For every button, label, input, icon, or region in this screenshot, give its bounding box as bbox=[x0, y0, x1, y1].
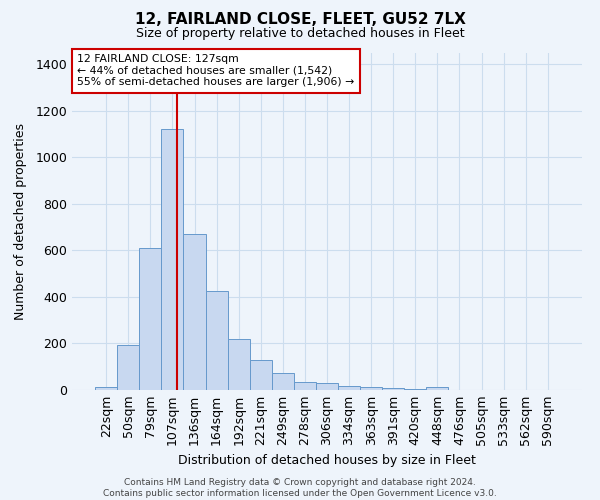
Bar bbox=[117, 344, 139, 390]
Bar bbox=[161, 130, 184, 390]
Bar bbox=[206, 291, 227, 390]
Bar bbox=[250, 360, 272, 390]
Bar bbox=[294, 382, 316, 390]
Bar bbox=[95, 386, 117, 390]
Text: Size of property relative to detached houses in Fleet: Size of property relative to detached ho… bbox=[136, 28, 464, 40]
Text: 12, FAIRLAND CLOSE, FLEET, GU52 7LX: 12, FAIRLAND CLOSE, FLEET, GU52 7LX bbox=[134, 12, 466, 28]
Bar bbox=[360, 387, 382, 390]
Bar bbox=[404, 389, 427, 390]
Bar bbox=[338, 386, 360, 390]
Text: 12 FAIRLAND CLOSE: 127sqm
← 44% of detached houses are smaller (1,542)
55% of se: 12 FAIRLAND CLOSE: 127sqm ← 44% of detac… bbox=[77, 54, 355, 88]
Bar bbox=[272, 372, 294, 390]
Bar bbox=[139, 248, 161, 390]
Bar bbox=[427, 387, 448, 390]
Bar bbox=[227, 339, 250, 390]
X-axis label: Distribution of detached houses by size in Fleet: Distribution of detached houses by size … bbox=[178, 454, 476, 467]
Y-axis label: Number of detached properties: Number of detached properties bbox=[14, 122, 27, 320]
Bar bbox=[184, 234, 206, 390]
Bar bbox=[316, 382, 338, 390]
Bar bbox=[382, 388, 404, 390]
Text: Contains HM Land Registry data © Crown copyright and database right 2024.
Contai: Contains HM Land Registry data © Crown c… bbox=[103, 478, 497, 498]
